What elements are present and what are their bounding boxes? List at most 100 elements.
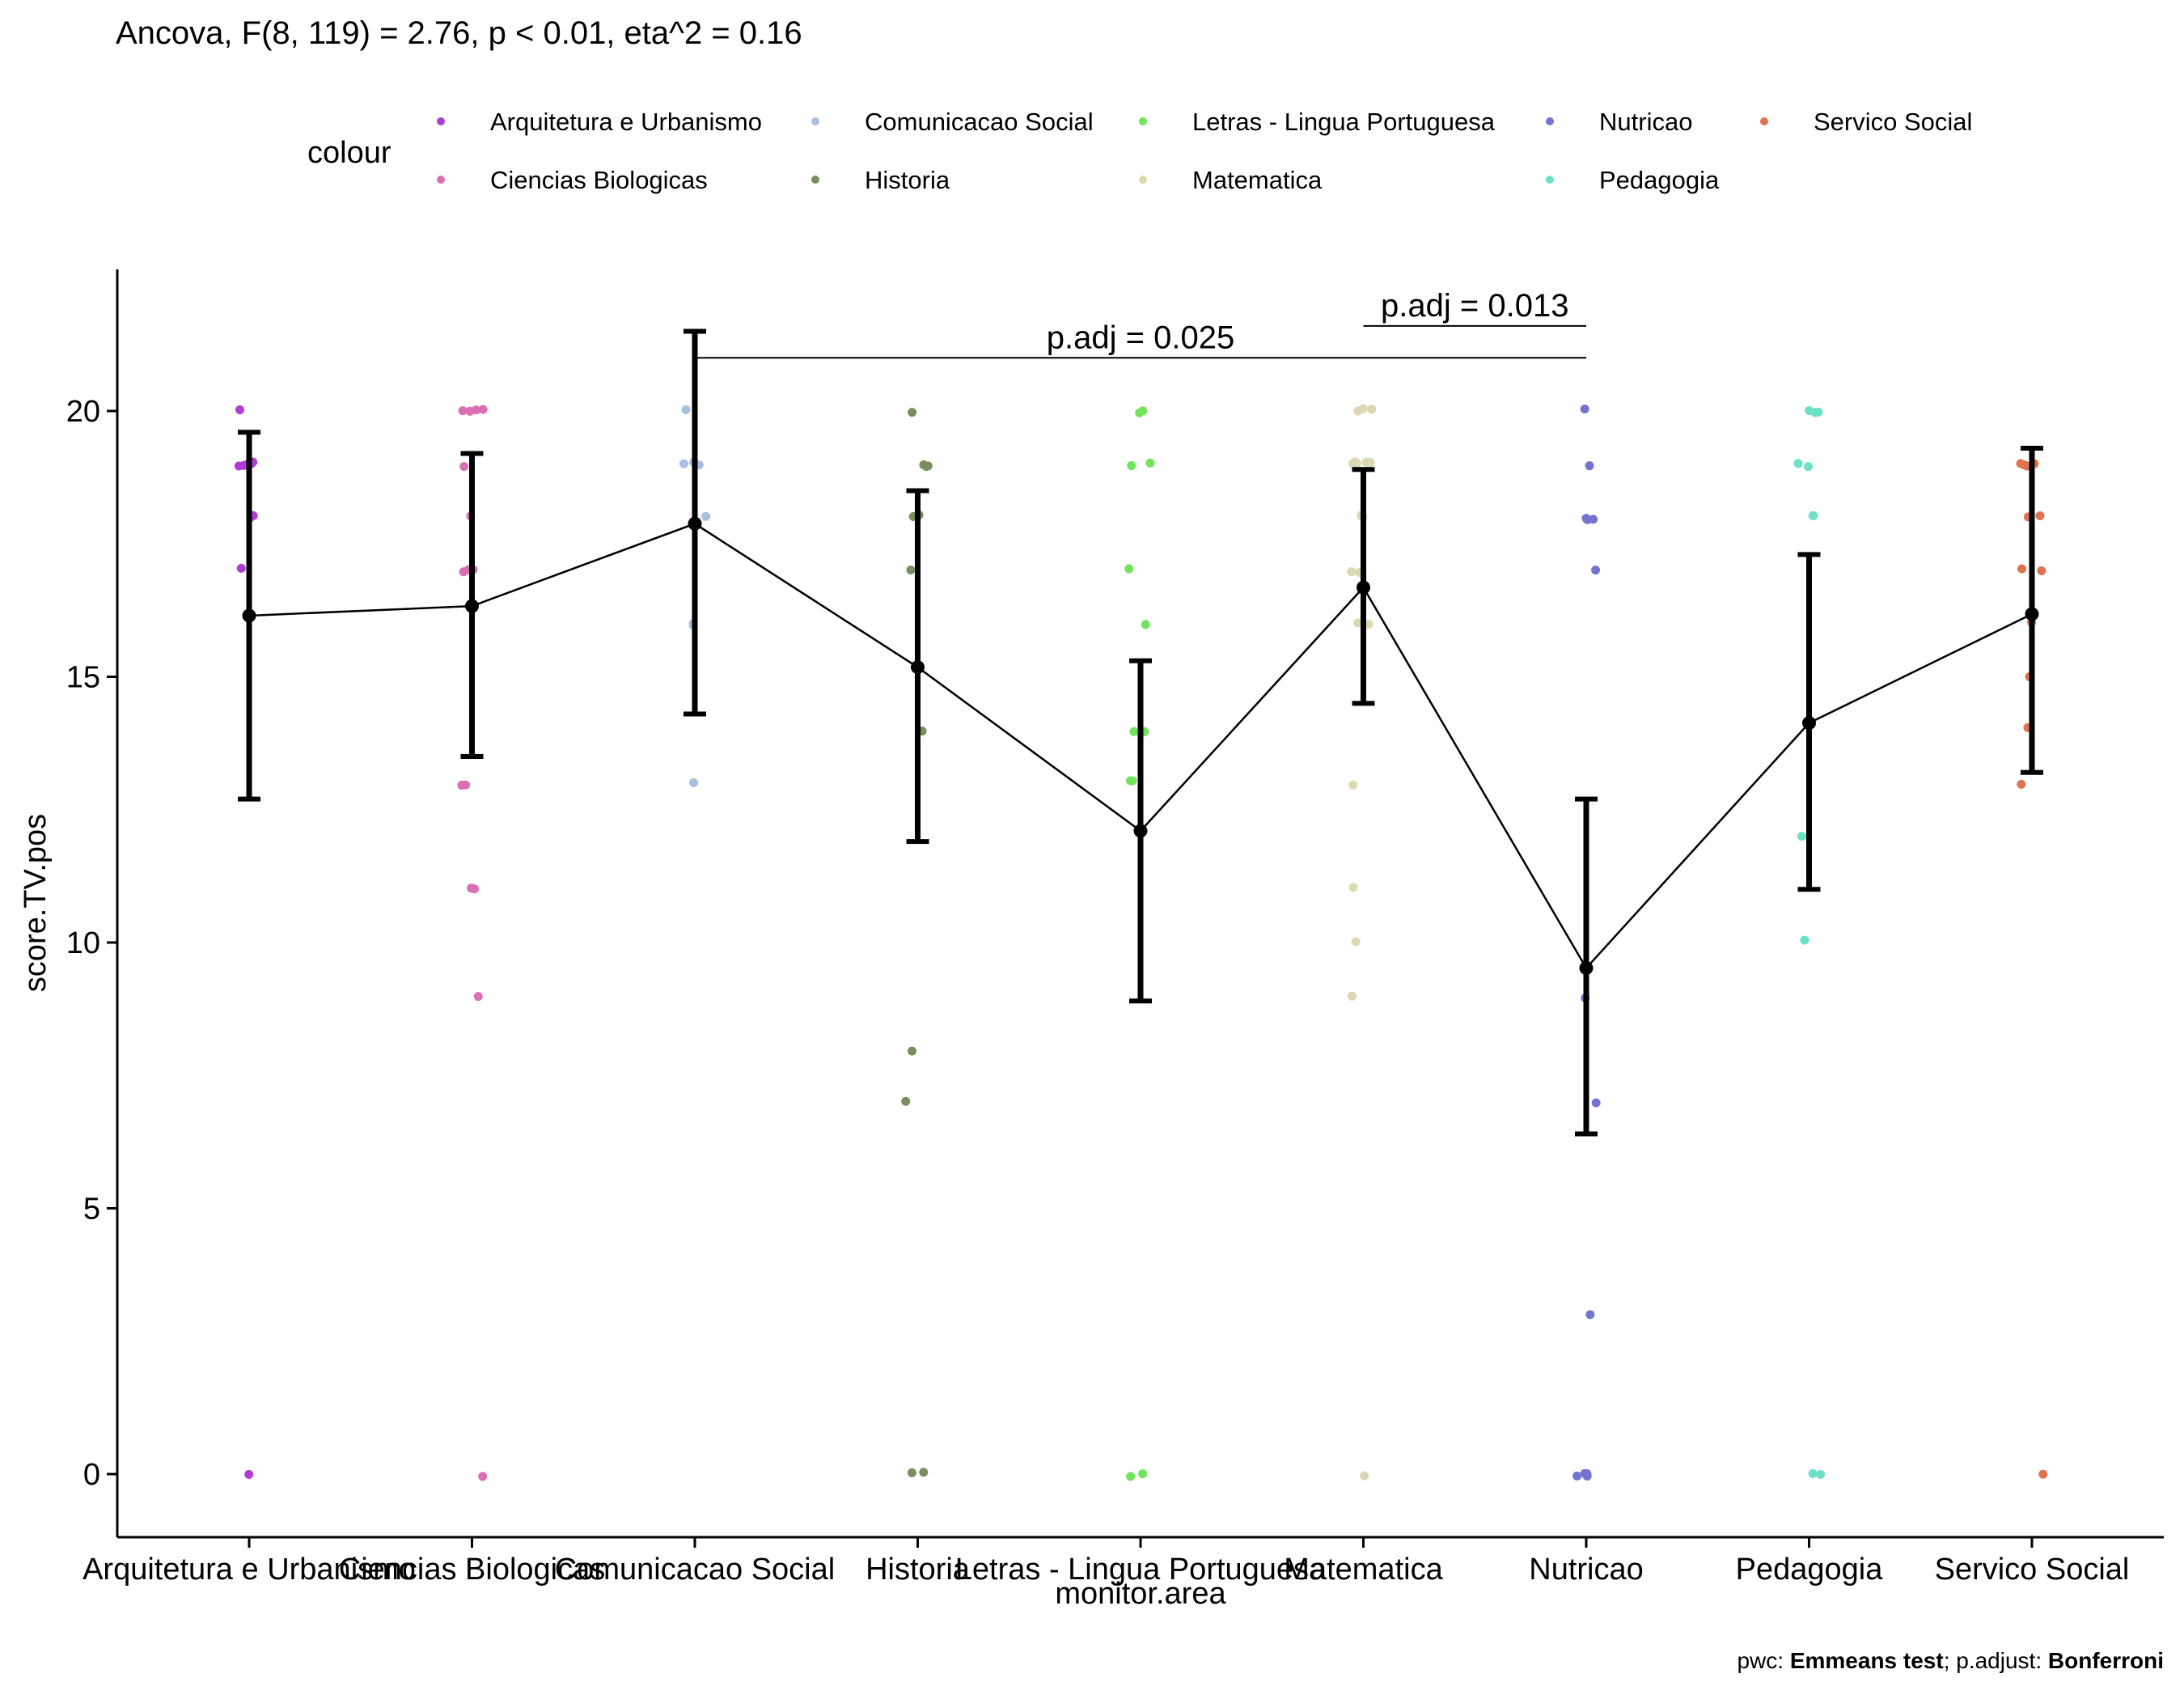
legend-key-pedagogia — [1546, 176, 1554, 184]
y-tick-label: 20 — [66, 395, 100, 429]
legend-label-historia: Historia — [865, 166, 950, 194]
x-tick-label: Pedagogia — [1736, 1553, 1884, 1587]
pairwise-label-1: p.adj = 0.025 — [1047, 320, 1234, 355]
mean-point-letras-lingua-portuguesa — [1133, 824, 1148, 838]
data-point-pedagogia — [1816, 1469, 1826, 1479]
data-point-letras-lingua-portuguesa — [1138, 1469, 1148, 1479]
data-point-matematica — [1360, 1471, 1369, 1481]
data-point-ciencias-biologicas — [470, 884, 480, 894]
data-point-pedagogia — [1800, 935, 1809, 945]
data-point-letras-lingua-portuguesa — [1129, 727, 1139, 736]
data-point-arquitetura-e-urbanismo — [236, 563, 246, 573]
legend-label-ciencias-biologicas: Ciencias Biologicas — [490, 166, 708, 194]
x-tick-label: Servico Social — [1935, 1553, 2130, 1587]
data-point-ciencias-biologicas — [473, 992, 483, 1002]
legend-label-servico-social: Servico Social — [1814, 108, 1972, 136]
data-point-arquitetura-e-urbanismo — [235, 405, 244, 414]
mean-points — [242, 516, 2039, 976]
data-point-servico-social — [2037, 566, 2046, 576]
data-point-ciencias-biologicas — [472, 405, 481, 415]
caption: pwc: Emmeans test; p.adjust: Bonferroni — [1737, 1648, 2164, 1673]
data-point-letras-lingua-portuguesa — [1127, 460, 1136, 470]
legend-key-matematica — [1139, 176, 1147, 184]
legend-label-pedagogia: Pedagogia — [1599, 166, 1720, 194]
legend-key-servico-social — [1760, 117, 1768, 125]
data-point-pedagogia — [1797, 832, 1807, 841]
legend-key-arquitetura-e-urbanismo — [437, 117, 445, 125]
data-point-matematica — [1350, 457, 1360, 467]
data-point-ciencias-biologicas — [461, 780, 471, 790]
y-axis-title: score.TV.pos — [19, 814, 53, 992]
data-point-ciencias-biologicas — [458, 406, 468, 416]
y-tick-label: 10 — [66, 926, 100, 960]
data-point-servico-social — [2017, 779, 2026, 789]
x-tick-label: Arquitetura e Urbanismo — [83, 1553, 416, 1587]
data-point-ciencias-biologicas — [459, 462, 469, 472]
legend-key-ciencias-biologicas — [437, 176, 445, 184]
data-point-letras-lingua-portuguesa — [1124, 564, 1134, 574]
data-point-letras-lingua-portuguesa — [1138, 406, 1148, 416]
data-point-servico-social — [2017, 564, 2027, 574]
data-point-matematica — [1367, 405, 1377, 414]
data-point-nutricao — [1585, 1310, 1595, 1320]
x-tick-label: Letras - Lingua Portuguesa — [955, 1553, 1327, 1587]
legend-key-letras-lingua-portuguesa — [1139, 117, 1147, 125]
pairwise-annotations: p.adj = 0.025 p.adj = 0.013 — [695, 288, 1586, 359]
legend-key-historia — [811, 176, 819, 184]
data-point-historia — [901, 1096, 911, 1106]
data-point-matematica — [1351, 937, 1361, 947]
legend-label-letras-lingua-portuguesa: Letras - Lingua Portuguesa — [1192, 108, 1496, 136]
data-point-pedagogia — [1804, 462, 1814, 472]
mean-point-servico-social — [2025, 607, 2039, 621]
data-point-nutricao — [1582, 1469, 1592, 1479]
legend-label-comunicacao-social: Comunicacao Social — [865, 108, 1094, 136]
x-tick-label: Nutricao — [1529, 1553, 1644, 1587]
data-point-comunicacao-social — [689, 778, 699, 788]
mean-point-historia — [911, 660, 925, 675]
data-point-matematica — [1364, 620, 1373, 629]
legend-label-nutricao: Nutricao — [1599, 108, 1692, 136]
data-point-matematica — [1347, 991, 1357, 1001]
data-point-historia — [906, 565, 916, 574]
data-point-historia — [919, 460, 929, 470]
data-point-nutricao — [1591, 1098, 1601, 1108]
mean-point-arquitetura-e-urbanismo — [242, 608, 256, 623]
mean-point-comunicacao-social — [688, 516, 702, 531]
data-point-historia — [908, 408, 917, 417]
data-point-letras-lingua-portuguesa — [1141, 620, 1150, 629]
data-point-letras-lingua-portuguesa — [1125, 776, 1135, 786]
mean-point-ciencias-biologicas — [465, 599, 479, 613]
mean-point-matematica — [1357, 580, 1370, 595]
data-point-letras-lingua-portuguesa — [1145, 458, 1155, 468]
data-point-pedagogia — [1793, 459, 1803, 468]
data-point-nutricao — [1591, 566, 1601, 575]
data-point-arquitetura-e-urbanismo — [244, 1469, 254, 1479]
data-point-historia — [908, 1046, 917, 1056]
y-ticks: 0 5 10 15 20 — [66, 395, 117, 1492]
data-point-historia — [907, 1468, 916, 1477]
data-point-matematica — [1353, 406, 1363, 416]
x-tick-label: Historia — [866, 1553, 971, 1587]
data-point-pedagogia — [1808, 1468, 1818, 1478]
pairwise-label-2: p.adj = 0.013 — [1381, 288, 1568, 324]
chart-title: Ancova, F(8, 119) = 2.76, p < 0.01, eta^… — [116, 15, 802, 51]
data-point-pedagogia — [1814, 407, 1823, 417]
x-tick-label: Comunicacao Social — [555, 1553, 835, 1587]
x-tick-label: Ciencias Biologicas — [339, 1553, 606, 1587]
data-point-nutricao — [1582, 515, 1592, 524]
y-tick-label: 0 — [83, 1458, 100, 1492]
data-point-ciencias-biologicas — [478, 1472, 488, 1481]
data-point-pedagogia — [1809, 511, 1818, 520]
data-point-pedagogia — [1805, 406, 1814, 416]
legend: colour Arquitetura e Urbanismo Ciencias B… — [307, 108, 1972, 194]
data-point-comunicacao-social — [679, 459, 688, 468]
mean-point-pedagogia — [1802, 716, 1816, 731]
data-point-servico-social — [2038, 1469, 2048, 1479]
data-point-matematica — [1353, 618, 1363, 628]
data-point-letras-lingua-portuguesa — [1126, 1472, 1136, 1481]
data-point-comunicacao-social — [701, 511, 711, 521]
data-point-nutricao — [1585, 461, 1594, 471]
data-point-servico-social — [2035, 511, 2045, 520]
